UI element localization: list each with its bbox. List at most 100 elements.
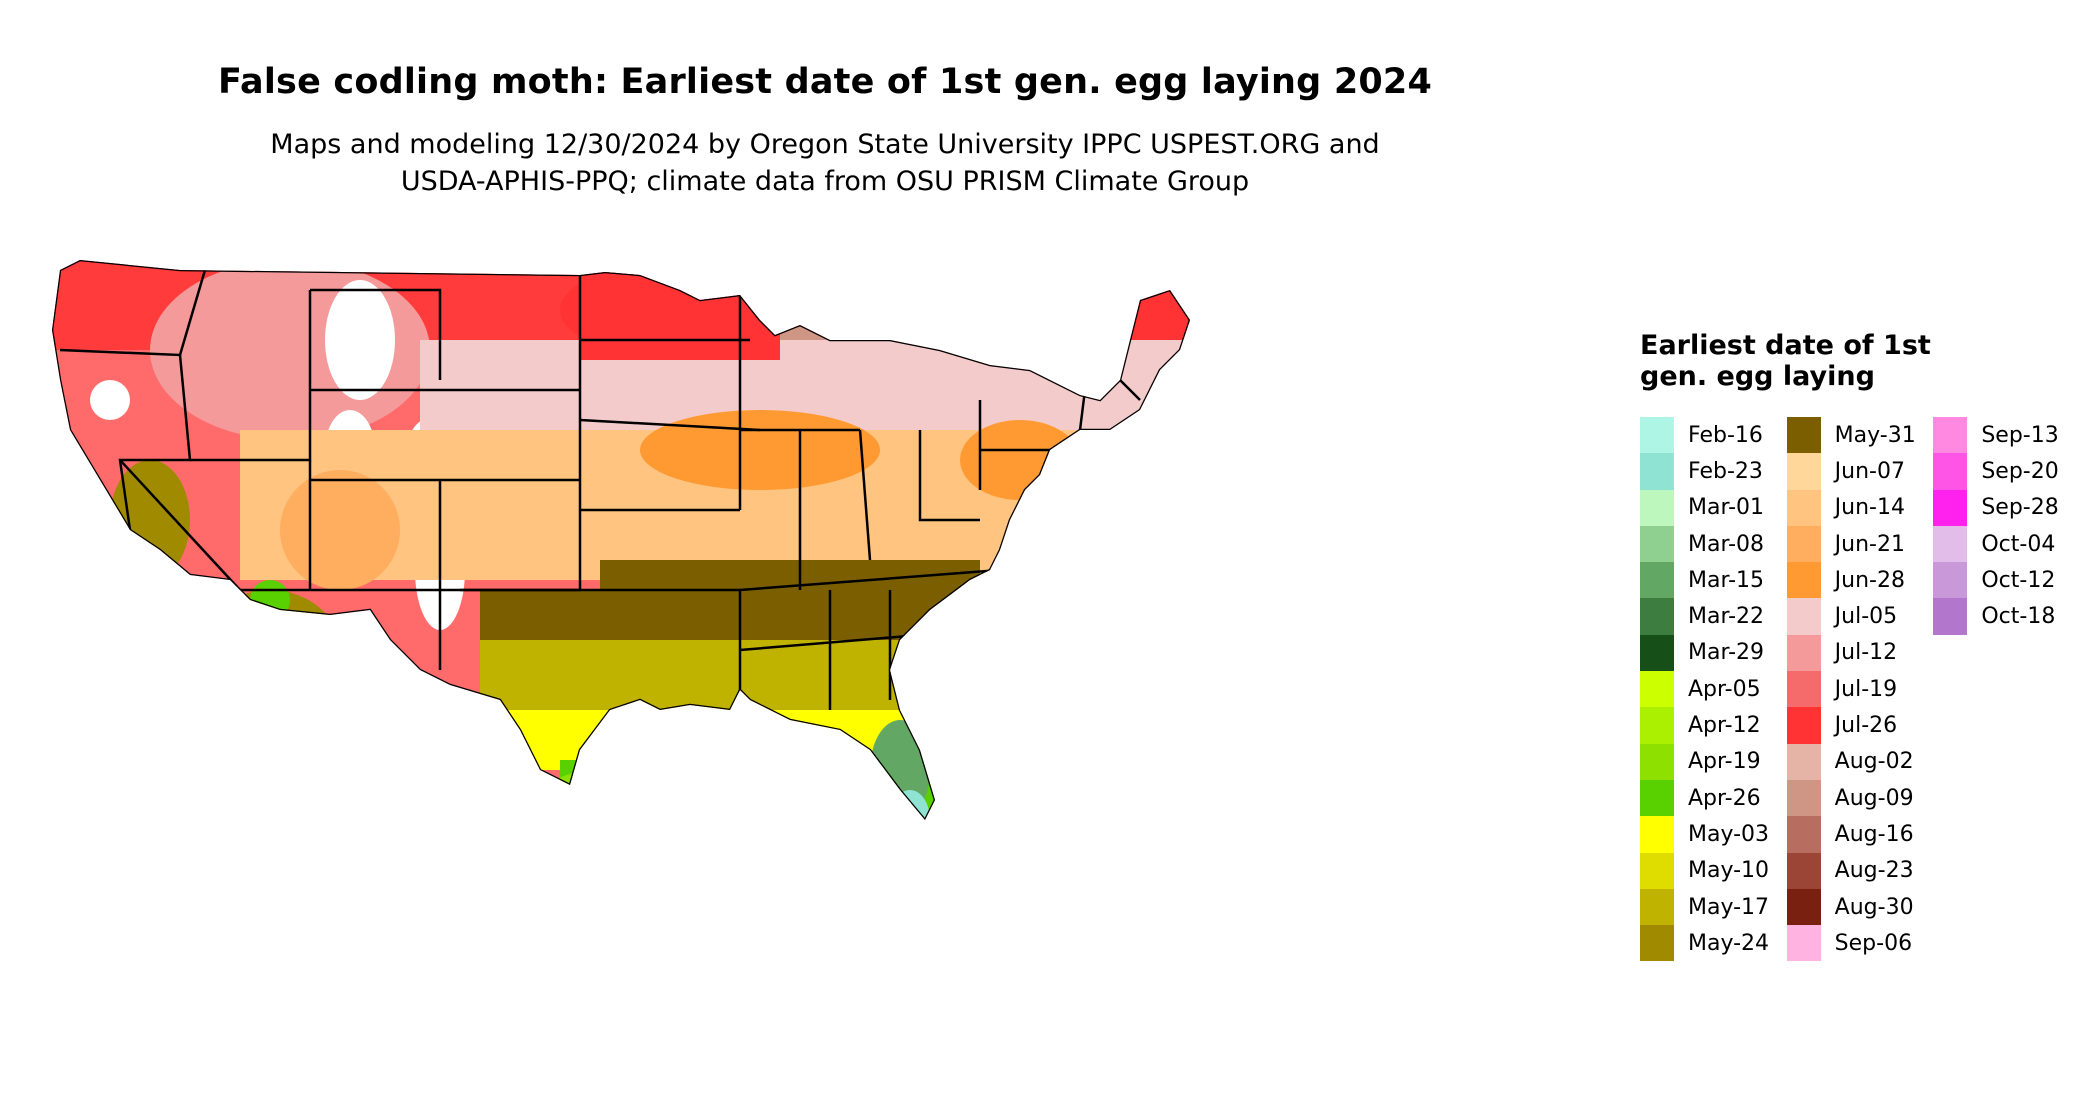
legend-swatch <box>1640 634 1674 672</box>
legend-item: May-10 <box>1640 852 1787 889</box>
legend-swatch <box>1786 707 1821 744</box>
legend-swatch <box>1640 925 1674 962</box>
legend-label: Aug-09 <box>1834 785 1914 811</box>
map-legend: Earliest date of 1st gen. egg laying Feb… <box>1640 330 2080 962</box>
legend-swatch <box>1933 417 1968 454</box>
legend-swatch <box>1640 598 1674 635</box>
legend-item: Feb-16 <box>1640 417 1787 454</box>
legend-columns: Feb-16 Feb-23 Mar-01 Mar-08 Mar-15 Mar-22 Mar-… <box>1640 417 2080 962</box>
legend-label: Aug-16 <box>1834 821 1914 847</box>
legend-item: Jun-28 <box>1786 562 1934 599</box>
legend-swatch <box>1786 852 1821 889</box>
legend-label: Apr-05 <box>1688 676 1761 702</box>
us-degree-day-map <box>52 260 1190 820</box>
legend-swatch <box>1786 743 1821 780</box>
legend-column: May-31 Jun-07 Jun-14 Jun-21 Jun-28 Jul-05 Jul-… <box>1786 417 1934 962</box>
legend-swatch <box>1640 525 1674 563</box>
legend-swatch <box>1786 925 1821 962</box>
legend-item: Feb-23 <box>1640 453 1787 490</box>
legend-item: Sep-06 <box>1786 925 1934 962</box>
legend-label: Mar-08 <box>1688 531 1765 557</box>
legend-swatch <box>1640 489 1674 526</box>
legend-swatch <box>1640 453 1674 490</box>
legend-swatch <box>1786 562 1821 599</box>
legend-item: Jul-12 <box>1786 634 1934 672</box>
legend-label: Apr-19 <box>1688 749 1761 775</box>
legend-swatch <box>1640 671 1674 708</box>
legend-label: Aug-23 <box>1834 858 1914 884</box>
legend-item: Sep-20 <box>1933 453 2080 490</box>
legend-label: Feb-16 <box>1688 422 1763 448</box>
legend-item: Mar-22 <box>1640 598 1787 635</box>
legend-swatch <box>1786 816 1821 853</box>
legend-column: Feb-16 Feb-23 Mar-01 Mar-08 Mar-15 Mar-22 Mar-… <box>1640 417 1787 962</box>
legend-item: Mar-01 <box>1640 489 1787 526</box>
legend-item: Jun-21 <box>1786 525 1934 563</box>
legend-label: Jul-12 <box>1834 640 1898 666</box>
legend-label: May-24 <box>1688 930 1770 956</box>
legend-swatch <box>1933 562 1968 599</box>
legend-swatch <box>1933 598 1968 635</box>
legend-swatch <box>1786 489 1821 526</box>
legend-swatch <box>1640 779 1674 817</box>
legend-title: Earliest date of 1st gen. egg laying <box>1640 330 1931 392</box>
legend-item: Aug-23 <box>1786 852 1934 889</box>
legend-label: May-03 <box>1688 821 1770 847</box>
legend-swatch <box>1786 634 1821 672</box>
legend-swatch <box>1640 743 1674 780</box>
legend-swatch <box>1786 453 1821 490</box>
legend-label: Jun-21 <box>1834 531 1905 557</box>
legend-swatch <box>1640 888 1674 926</box>
legend-swatch <box>1933 489 1968 526</box>
legend-label: Mar-01 <box>1688 495 1765 521</box>
legend-item: May-17 <box>1640 888 1787 926</box>
legend-swatch <box>1786 888 1821 926</box>
legend-item: Sep-28 <box>1933 489 2080 526</box>
legend-label: Aug-02 <box>1834 749 1914 775</box>
legend-item: Aug-16 <box>1786 816 1934 853</box>
legend-item: Apr-05 <box>1640 671 1787 708</box>
legend-item: Oct-18 <box>1933 598 2080 635</box>
legend-item: May-31 <box>1786 417 1934 454</box>
legend-item: Oct-12 <box>1933 562 2080 599</box>
legend-label: Sep-13 <box>1981 422 2059 448</box>
legend-label: Jul-19 <box>1834 676 1898 702</box>
legend-label: Apr-12 <box>1688 713 1761 739</box>
legend-swatch <box>1786 779 1821 817</box>
legend-item: May-03 <box>1640 816 1787 853</box>
legend-label: Apr-26 <box>1688 785 1761 811</box>
legend-item: Mar-15 <box>1640 562 1787 599</box>
legend-label: Oct-18 <box>1981 604 2056 630</box>
legend-swatch <box>1786 598 1821 635</box>
legend-label: Jun-28 <box>1834 567 1905 593</box>
legend-swatch <box>1786 525 1821 563</box>
legend-swatch <box>1786 671 1821 708</box>
legend-item: Aug-30 <box>1786 888 1934 926</box>
legend-item: Apr-12 <box>1640 707 1787 744</box>
legend-label: Oct-12 <box>1981 567 2056 593</box>
legend-label: Sep-06 <box>1834 930 1913 956</box>
legend-item: Mar-08 <box>1640 525 1787 563</box>
legend-label: Feb-23 <box>1688 458 1763 484</box>
legend-item: Mar-29 <box>1640 634 1787 672</box>
legend-label: Aug-30 <box>1834 894 1914 920</box>
legend-label: Mar-29 <box>1688 640 1765 666</box>
legend-swatch <box>1640 417 1674 454</box>
legend-item: Jul-05 <box>1786 598 1934 635</box>
legend-label: Sep-28 <box>1981 495 2059 521</box>
subtitle-line: USDA-APHIS-PPQ; climate data from OSU PR… <box>400 166 1250 197</box>
legend-label: Oct-04 <box>1981 531 2056 557</box>
legend-item: Oct-04 <box>1933 525 2080 563</box>
legend-item: Apr-26 <box>1640 779 1787 817</box>
legend-item: Jul-19 <box>1786 671 1934 708</box>
subtitle-line: Maps and modeling 12/30/2024 by Oregon S… <box>270 129 1380 160</box>
legend-item: Jun-14 <box>1786 489 1934 526</box>
legend-label: Jun-07 <box>1834 458 1905 484</box>
legend-swatch <box>1640 816 1674 853</box>
legend-label: Mar-15 <box>1688 567 1765 593</box>
legend-swatch <box>1640 562 1674 599</box>
map-title: False codling moth: Earliest date of 1st… <box>217 62 1433 102</box>
legend-swatch <box>1933 453 1968 490</box>
legend-item: May-24 <box>1640 925 1787 962</box>
legend-item: Sep-13 <box>1933 417 2080 454</box>
